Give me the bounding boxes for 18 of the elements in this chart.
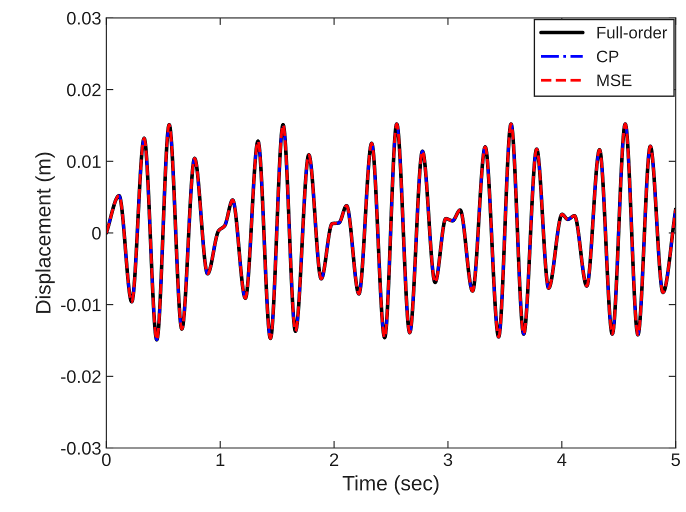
- y-axis-title: Displacement (m): [35, 152, 55, 313]
- legend-label: Full-order: [597, 26, 668, 38]
- y-tick-label: -0.01: [61, 298, 101, 312]
- x-tick-label: 2: [330, 453, 338, 466]
- y-tick-label: 0: [92, 226, 101, 240]
- y-tick-label: 0.03: [67, 12, 101, 25]
- y-tick-label: 0.01: [67, 155, 101, 168]
- legend-label: MSE: [597, 74, 632, 86]
- x-tick-label: 3: [444, 453, 452, 466]
- x-tick-label: 5: [671, 454, 680, 466]
- x-tick-label: 0: [102, 453, 111, 466]
- y-tick-label: -0.03: [61, 442, 101, 455]
- x-tick-label: 4: [557, 454, 566, 466]
- y-tick-label: -0.02: [61, 370, 101, 384]
- y-tick-label: 0.02: [67, 84, 101, 96]
- x-axis-title: Time (sec): [342, 475, 439, 495]
- x-tick-label: 1: [216, 454, 224, 466]
- legend-label: CP: [596, 50, 618, 62]
